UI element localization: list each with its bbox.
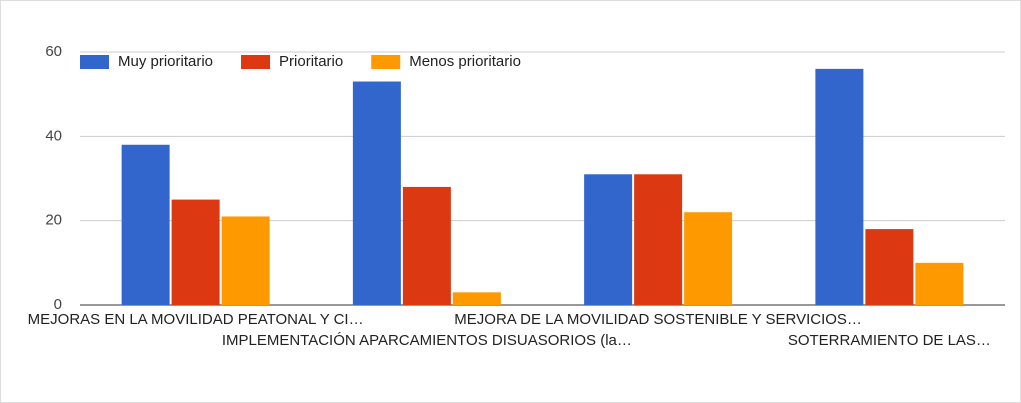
legend-label: Muy prioritario (118, 53, 213, 70)
bar (915, 262, 964, 305)
bar (171, 199, 220, 305)
legend-swatch (241, 55, 271, 69)
bar (634, 174, 683, 305)
bar (352, 81, 401, 306)
bar (815, 68, 864, 305)
legend-swatch (371, 55, 401, 69)
bar (121, 144, 170, 305)
legend-swatch (80, 55, 109, 69)
y-tick-label: 40 (45, 127, 62, 144)
y-tick-label: 60 (45, 43, 62, 60)
bar (865, 229, 914, 305)
legend-label: Menos prioritario (409, 53, 521, 70)
y-tick-label: 20 (45, 212, 62, 229)
bar (584, 174, 633, 305)
legend-label: Prioritario (279, 53, 343, 70)
x-tick-label: MEJORA DE LA MOVILIDAD SOSTENIBLE Y SERV… (454, 311, 862, 328)
x-tick-label: IMPLEMENTACIÓN APARCAMIENTOS DISUASORIOS… (222, 332, 632, 349)
bar (452, 292, 501, 305)
bar (402, 186, 451, 305)
x-tick-label: SOTERRAMIENTO DE LAS… (788, 332, 991, 349)
x-tick-label: MEJORAS EN LA MOVILIDAD PEATONAL Y CI… (28, 311, 364, 328)
bar (221, 216, 270, 305)
bar (684, 212, 733, 305)
y-tick-label: 0 (54, 296, 62, 313)
